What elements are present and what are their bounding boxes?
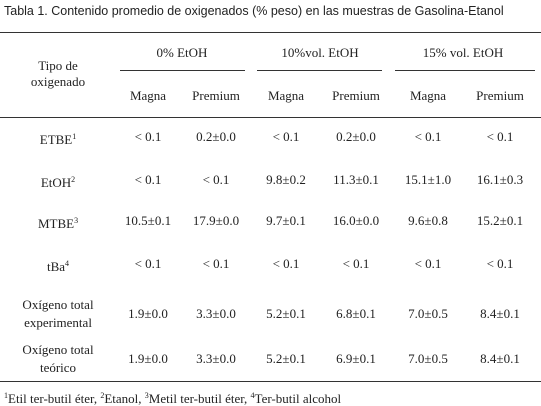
bottom-rule <box>0 381 541 382</box>
cell: 9.6±0.8 <box>408 213 448 228</box>
cell: 16.0±0.0 <box>332 213 380 228</box>
row-label: EtOH2 <box>41 172 75 190</box>
cell: 1.9±0.0 <box>128 351 168 366</box>
footnote-text: Etil ter-butil éter, <box>8 391 98 406</box>
footnote-mark: 3 <box>144 391 149 400</box>
cell: 3.3±0.0 <box>196 306 236 321</box>
subheader: Magna <box>267 88 305 103</box>
row-label: Oxígeno total <box>22 297 93 312</box>
cell: < 0.1 <box>272 129 300 144</box>
row-label-text: tBa <box>46 259 66 274</box>
subheader: Premium <box>476 88 524 103</box>
footnote-text: Ter-butil alcohol <box>254 391 342 406</box>
cell: 1.9±0.0 <box>128 306 168 321</box>
footnote-mark: 3 <box>74 216 79 225</box>
footnote-mark: 4 <box>250 391 255 400</box>
cell: 3.3±0.0 <box>196 351 236 366</box>
stub-header: Tipo de <box>38 58 78 73</box>
cell: < 0.1 <box>134 256 162 271</box>
group-header: 15% vol. EtOH <box>422 45 504 60</box>
group-header: 10%vol. EtOH <box>281 45 359 60</box>
subheader: Magna <box>129 88 167 103</box>
row-label-text: Oxígeno total <box>22 342 94 357</box>
cell: 7.0±0.5 <box>408 306 448 321</box>
cell: 6.8±0.1 <box>336 306 376 321</box>
cell: < 0.1 <box>202 172 230 187</box>
cell: < 0.1 <box>202 256 230 271</box>
subheader: Magna <box>409 88 447 103</box>
row-label: tBa4 <box>47 256 69 274</box>
footnote-text: Etanol, <box>104 391 142 406</box>
subheader: Premium <box>192 88 240 103</box>
cell: < 0.1 <box>486 129 514 144</box>
group-rule <box>257 70 382 71</box>
row-label-text: ETBE <box>39 132 73 147</box>
footnote-mark: 2 <box>100 391 105 400</box>
footnote-mark: 2 <box>71 175 76 184</box>
cell: 8.4±0.1 <box>480 351 520 366</box>
table-title: Tabla 1. Contenido promedio de oxigenado… <box>4 4 504 18</box>
cell: 8.4±0.1 <box>480 306 520 321</box>
row-label-text: teórico <box>39 360 77 375</box>
cell: 5.2±0.1 <box>266 306 306 321</box>
cell: 9.7±0.1 <box>266 213 306 228</box>
cell: 11.3±0.1 <box>333 172 379 187</box>
cell: < 0.1 <box>134 172 162 187</box>
cell: < 0.1 <box>342 256 370 271</box>
row-label-text: MTBE <box>37 216 75 231</box>
footnote-mark: 1 <box>4 391 8 400</box>
cell: < 0.1 <box>486 256 514 271</box>
subheader: Premium <box>332 88 380 103</box>
cell: 15.1±1.0 <box>404 172 452 187</box>
top-rule <box>0 32 541 33</box>
cell: 6.9±0.1 <box>336 351 376 366</box>
row-label: MTBE3 <box>38 213 78 231</box>
row-label: Oxígeno total <box>22 342 93 357</box>
row-label: experimental <box>24 315 92 330</box>
footnote-mark: 4 <box>65 259 70 268</box>
cell: 5.2±0.1 <box>266 351 306 366</box>
group-rule <box>120 70 245 71</box>
row-label: teórico <box>40 360 76 375</box>
cell: 9.8±0.2 <box>266 172 306 187</box>
cell: < 0.1 <box>414 256 442 271</box>
cell: < 0.1 <box>134 129 162 144</box>
cell: 0.2±0.0 <box>336 129 376 144</box>
cell: 17.9±0.0 <box>192 213 240 228</box>
cell: < 0.1 <box>272 256 300 271</box>
cell: 15.2±0.1 <box>476 213 524 228</box>
footnote-text: Metil ter-butil éter, <box>148 391 248 406</box>
cell: 16.1±0.3 <box>476 172 524 187</box>
group-rule <box>395 70 535 71</box>
cell: 0.2±0.0 <box>196 129 236 144</box>
group-header: 0% EtOH <box>156 45 208 60</box>
header-rule <box>0 117 541 118</box>
stub-header: oxigenado <box>30 74 86 89</box>
footnote: 1Etil ter-butil éter, 2Etanol, 3Metil te… <box>4 388 341 406</box>
row-label: ETBE1 <box>40 129 77 147</box>
cell: 10.5±0.1 <box>124 213 172 228</box>
row-label-text: Oxígeno total <box>22 297 94 312</box>
row-label-text: EtOH <box>40 175 72 190</box>
cell: < 0.1 <box>414 129 442 144</box>
cell: 7.0±0.5 <box>408 351 448 366</box>
footnote-mark: 1 <box>72 132 77 141</box>
row-label-text: experimental <box>24 315 92 330</box>
